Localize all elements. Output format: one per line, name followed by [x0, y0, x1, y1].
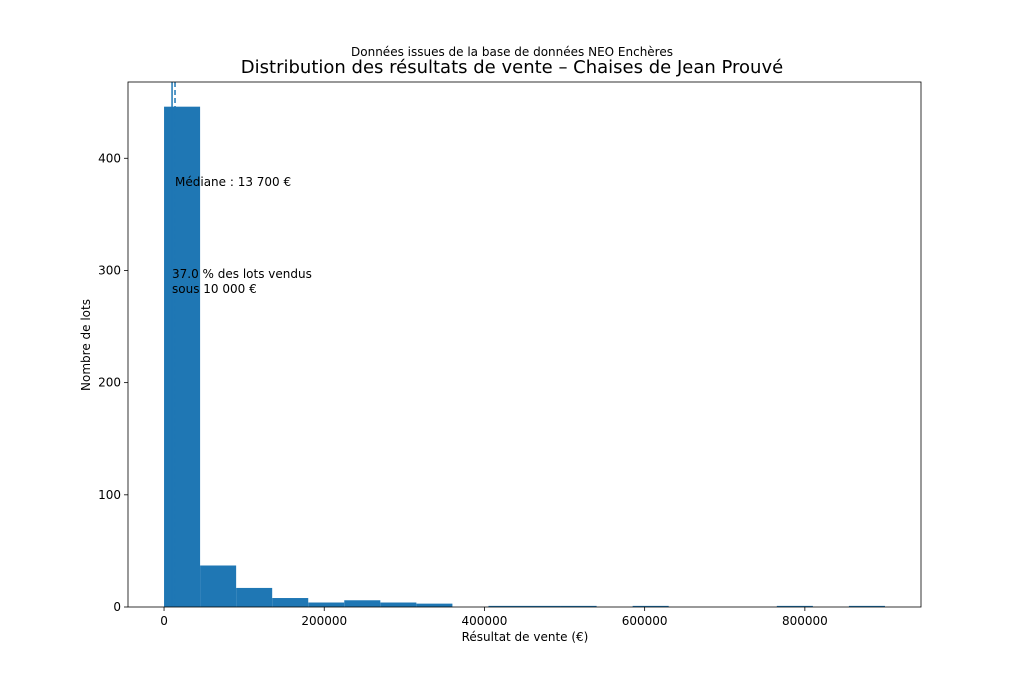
median-annotation: Médiane : 13 700 € [175, 175, 292, 189]
histogram-bar [560, 605, 597, 607]
x-tick-label: 800000 [782, 614, 828, 628]
x-tick-label: 400000 [462, 614, 508, 628]
chart-title: Distribution des résultats de vente – Ch… [240, 57, 784, 78]
x-tick-label: 200000 [301, 614, 347, 628]
x-tick-label: 600000 [622, 614, 668, 628]
share-annotation-line1: 37.0 % des lots vendus [172, 267, 312, 281]
chart-subtitle: Données issues de la base de données NEO… [351, 45, 673, 59]
histogram-bar [524, 605, 561, 607]
y-tick-label: 400 [98, 151, 121, 165]
histogram-bar [344, 600, 381, 607]
x-axis-label: Résultat de vente (€) [461, 630, 589, 644]
y-tick-label: 100 [98, 488, 121, 502]
histogram-bar [200, 565, 237, 607]
histogram-bar [380, 602, 417, 607]
y-axis-ticks: 0 100 200 300 400 [98, 151, 128, 614]
histogram-bar [308, 602, 345, 607]
histogram-bar [632, 605, 669, 607]
y-tick-label: 300 [98, 263, 121, 277]
histogram-bar [488, 605, 525, 607]
reference-lines [171, 82, 176, 607]
share-annotation: 37.0 % des lots vendus sous 10 000 € [172, 267, 312, 297]
histogram-bar [236, 587, 273, 607]
axes-frame [127, 81, 922, 608]
histogram-bar [164, 106, 201, 607]
share-annotation-line2: sous 10 000 € [172, 282, 257, 296]
x-tick-label: 0 [160, 614, 168, 628]
y-axis-label: Nombre de lots [79, 299, 93, 391]
histogram-bar [776, 605, 813, 607]
histogram-bar [272, 598, 309, 607]
histogram-bar [848, 605, 885, 607]
y-tick-label: 200 [98, 376, 121, 390]
x-axis-ticks: 0 200000 400000 600000 800000 [160, 607, 828, 628]
histogram-bar [416, 603, 453, 607]
y-tick-label: 0 [113, 600, 121, 614]
histogram-bars [164, 106, 885, 607]
